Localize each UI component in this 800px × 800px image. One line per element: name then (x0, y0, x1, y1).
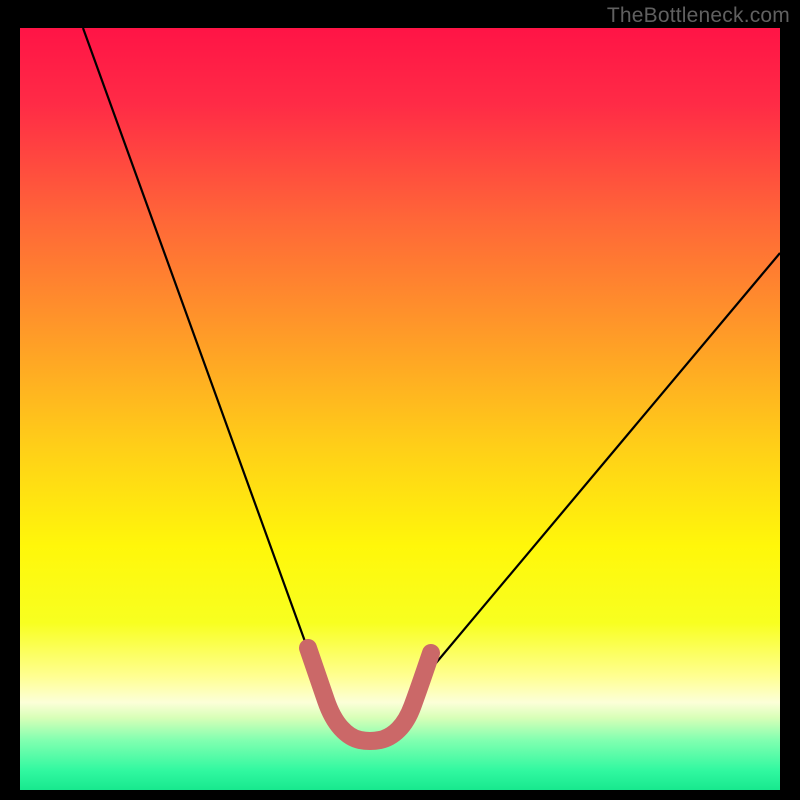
chart-frame: TheBottleneck.com (0, 0, 800, 800)
left-curve (83, 28, 320, 683)
watermark-text: TheBottleneck.com (607, 4, 790, 28)
border-left (0, 0, 20, 800)
curves-svg (20, 28, 780, 790)
border-bottom (0, 790, 800, 800)
bottom-curve-overlay (308, 648, 431, 741)
plot-area (20, 28, 780, 790)
border-right (780, 0, 800, 800)
right-curve (415, 253, 780, 688)
